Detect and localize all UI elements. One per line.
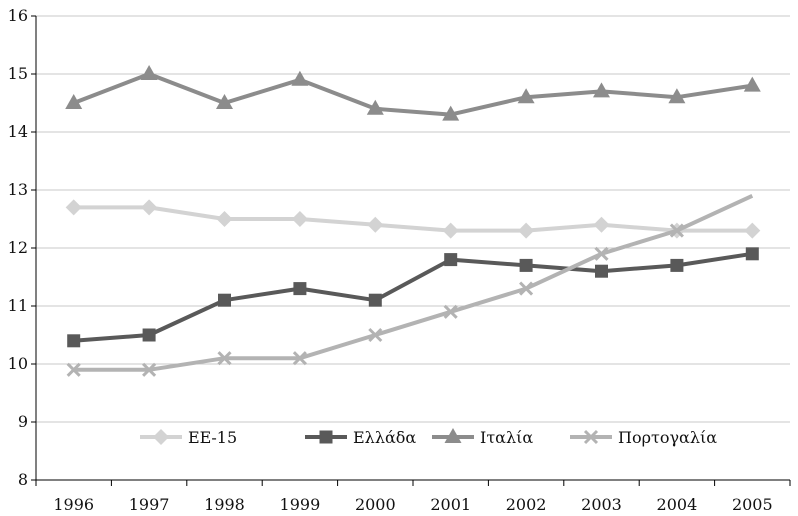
data-point (745, 247, 759, 261)
legend-item: Πορτογαλία (570, 428, 717, 447)
series-line (73, 205, 753, 233)
data-point (141, 199, 158, 216)
x-tick-label: 2003 (581, 495, 622, 514)
legend-label: Ελλάδα (353, 428, 416, 447)
data-point (444, 253, 458, 267)
legend-item: Ιταλία (432, 428, 533, 447)
data-point (65, 94, 83, 109)
data-point (519, 258, 533, 272)
data-point (367, 216, 384, 233)
series-line (73, 193, 754, 372)
series-lines (65, 65, 761, 377)
data-point (142, 328, 156, 342)
data-point (218, 293, 231, 307)
legend-label: ΕΕ-15 (188, 428, 237, 447)
legend-label: Ιταλία (480, 428, 533, 447)
data-point (442, 105, 460, 121)
data-point (293, 282, 307, 296)
y-tick-label: 13 (8, 180, 28, 199)
series-1 (67, 247, 759, 348)
x-tick-label: 1997 (129, 495, 170, 514)
y-tick-label: 8 (18, 470, 28, 489)
y-tick-label: 11 (8, 296, 28, 315)
data-point (593, 82, 610, 98)
legend-item: Ελλάδα (305, 428, 416, 447)
data-point (594, 246, 609, 261)
data-point (291, 211, 308, 227)
legend-marker (444, 428, 462, 443)
x-tick-label: 2000 (355, 495, 396, 514)
series-2 (65, 65, 761, 121)
x-tick-label: 1996 (53, 495, 94, 514)
data-point (668, 88, 686, 104)
data-point (368, 293, 382, 307)
x-tick-label: 2002 (506, 495, 547, 514)
series-0 (65, 199, 761, 239)
y-tick-label: 9 (18, 412, 28, 431)
y-tick-label: 15 (8, 64, 28, 83)
legend-label: Πορτογαλία (618, 428, 717, 447)
y-tick-label: 16 (8, 6, 28, 25)
data-point (442, 222, 459, 239)
x-tick-label: 2005 (732, 495, 773, 514)
axes: 8 9 10 11 12 13 14 15 16 1996 1997 1998 1999 2000 2001… (8, 6, 791, 514)
data-point (291, 70, 309, 86)
x-tick-label: 1999 (280, 495, 321, 514)
series-3 (66, 193, 754, 377)
x-tick-label: 2001 (430, 495, 471, 514)
data-point (670, 258, 684, 272)
legend-item: ΕΕ-15 (140, 428, 237, 447)
data-point (140, 65, 158, 80)
series-line (72, 72, 753, 117)
data-point (65, 199, 82, 216)
legend-marker (319, 430, 333, 444)
legend-marker (153, 429, 169, 445)
y-tick-label: 12 (8, 238, 28, 257)
legend: ΕΕ-15 Ελλάδα Ιταλία Πορτογαλία (140, 428, 717, 447)
x-tick-label: 1998 (204, 495, 245, 514)
data-point (368, 327, 383, 343)
data-point (517, 88, 535, 104)
data-point (216, 94, 233, 109)
x-tick-label: 2004 (657, 495, 698, 514)
data-point (366, 99, 384, 115)
data-point (443, 304, 458, 319)
data-point (593, 216, 610, 233)
data-point (217, 351, 232, 366)
data-point (669, 223, 684, 238)
data-point (292, 351, 307, 366)
data-point (66, 362, 81, 377)
gridlines (36, 15, 790, 423)
y-tick-label: 14 (8, 122, 28, 141)
legend-marker (583, 429, 599, 445)
series-line (73, 251, 753, 343)
data-point (216, 211, 233, 227)
data-point (744, 222, 761, 239)
data-point (519, 281, 534, 296)
data-point (142, 362, 157, 377)
data-point (518, 222, 535, 239)
data-point (595, 264, 608, 278)
data-point (743, 76, 761, 92)
data-point (67, 334, 81, 348)
y-tick-label: 10 (8, 354, 28, 373)
